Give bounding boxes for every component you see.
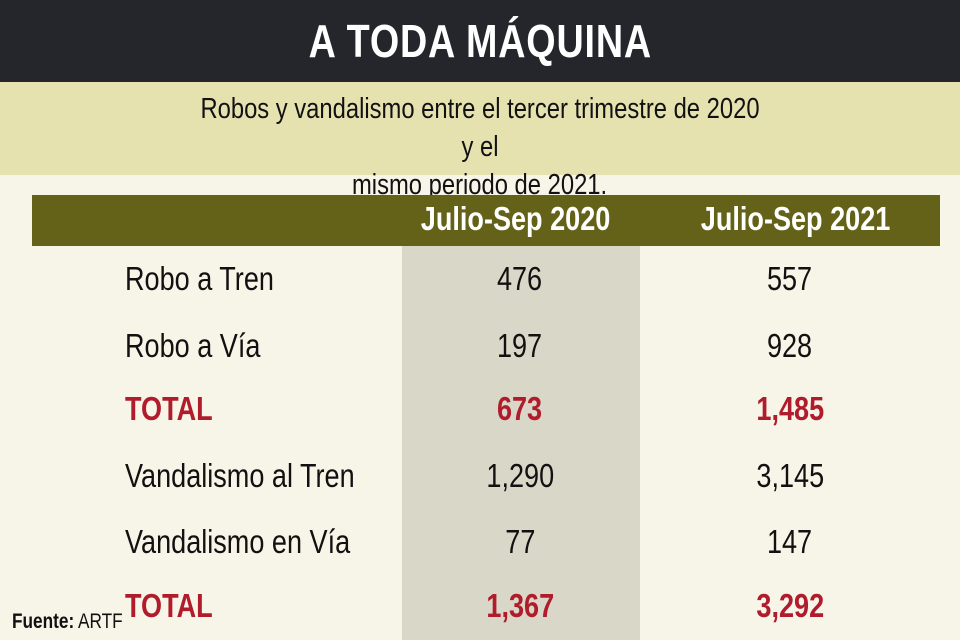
value-2020: 197	[400, 327, 640, 365]
column-header-text: Julio-Sep 2020	[421, 200, 611, 237]
value-2021: 1,485	[670, 390, 910, 428]
cell-value: 147	[767, 523, 813, 560]
value-2021: 3,292	[670, 587, 910, 625]
row-label-text: TOTAL	[125, 390, 213, 427]
column-header-text: Julio-Sep 2021	[701, 200, 891, 237]
value-2021: 557	[670, 260, 910, 298]
row-label-text: Robo a Vía	[125, 327, 261, 364]
subtitle-line: Robos y vandalismo entre el tercer trime…	[200, 93, 760, 163]
column-header: Julio-Sep 2021	[666, 200, 926, 238]
title-text: A TODA MÁQUINA	[308, 15, 652, 67]
value-2021: 147	[670, 523, 910, 561]
row-label-text: Robo a Tren	[125, 260, 274, 297]
highlight-column	[402, 246, 640, 640]
table-row: Vandalismo al Tren 1,290 3,145	[0, 457, 960, 497]
table-row: TOTAL 1,367 3,292	[0, 587, 960, 627]
row-label: TOTAL	[125, 390, 232, 428]
cell-value: 1,367	[486, 587, 554, 624]
column-header: Julio-Sep 2020	[386, 200, 646, 238]
source-label: Fuente:	[12, 610, 75, 633]
subtitle: Robos y vandalismo entre el tercer trime…	[130, 90, 830, 204]
subtitle-band: Robos y vandalismo entre el tercer trime…	[0, 82, 960, 201]
table-row: Vandalismo en Vía 77 147	[0, 523, 960, 563]
cell-value: 1,290	[486, 457, 554, 494]
row-label-text: Vandalismo al Tren	[125, 457, 355, 494]
column-header-bar	[32, 195, 940, 246]
header-band: A TODA MÁQUINA	[0, 0, 960, 82]
source-value: ARTF	[78, 610, 123, 633]
title: A TODA MÁQUINA	[0, 14, 960, 68]
cell-value: 197	[497, 327, 543, 364]
cell-value: 476	[497, 260, 543, 297]
table-row: TOTAL 673 1,485	[0, 390, 960, 430]
value-2021: 3,145	[670, 457, 910, 495]
value-2020: 673	[400, 390, 640, 428]
value-2020: 77	[400, 523, 640, 561]
cell-value: 1,485	[756, 390, 824, 427]
value-2021: 928	[670, 327, 910, 365]
row-label: Robo a Vía	[125, 327, 290, 365]
table-row: Robo a Tren 476 557	[0, 260, 960, 300]
cell-value: 928	[767, 327, 813, 364]
value-2020: 1,367	[400, 587, 640, 625]
cell-value: 3,145	[756, 457, 824, 494]
value-2020: 476	[400, 260, 640, 298]
cell-value: 557	[767, 260, 813, 297]
cell-value: 3,292	[756, 587, 824, 624]
row-label-text: TOTAL	[125, 587, 213, 624]
cell-value: 77	[504, 523, 536, 560]
value-2020: 1,290	[400, 457, 640, 495]
row-label: Robo a Tren	[125, 260, 307, 298]
row-label: TOTAL	[125, 587, 232, 625]
source: Fuente: ARTF	[12, 610, 147, 634]
cell-value: 673	[497, 390, 543, 427]
table-row: Robo a Vía 197 928	[0, 327, 960, 367]
row-label: Vandalismo en Vía	[125, 523, 400, 561]
row-label-text: Vandalismo en Vía	[125, 523, 351, 560]
row-label: Vandalismo al Tren	[125, 457, 405, 495]
